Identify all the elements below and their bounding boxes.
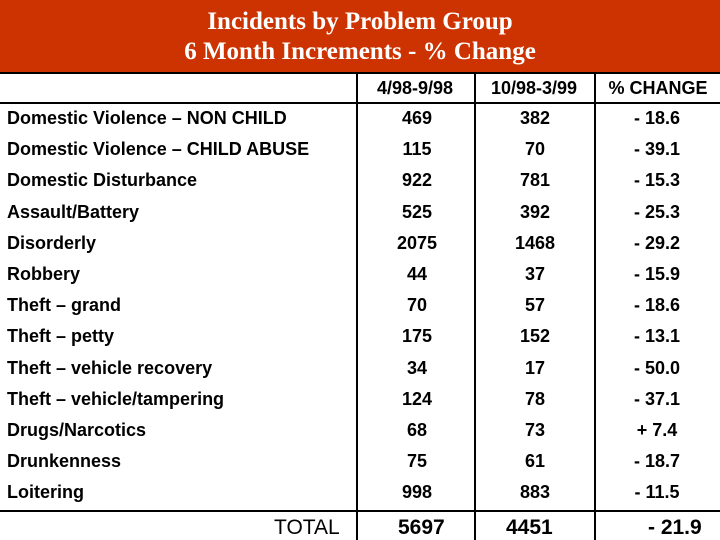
table-row: Loitering 998 883 - 11.5 — [0, 480, 720, 511]
row-period1: 70 — [406, 295, 428, 316]
row-period2: 57 — [524, 295, 546, 316]
row-period1: 34 — [406, 357, 428, 378]
row-period1: 469 — [401, 108, 433, 128]
row-period2: 37 — [524, 264, 546, 284]
row-period2: 152 — [519, 326, 551, 347]
total-label: TOTAL — [274, 516, 340, 539]
column-divider — [474, 72, 476, 540]
row-change: - 39.1 — [633, 139, 681, 160]
title-banner: Incidents by Problem Group 6 Month Incre… — [0, 0, 720, 74]
row-label: Loitering — [7, 482, 84, 503]
row-period2: 883 — [519, 482, 551, 503]
row-change: - 37.1 — [633, 388, 681, 409]
table-row: Disorderly 2075 1468 - 29.2 — [0, 231, 720, 262]
row-change: + 7.4 — [636, 420, 678, 440]
row-label: Domestic Disturbance — [7, 170, 198, 191]
table-row: Domestic Violence – CHILD ABUSE 115 70 - 39… — [0, 137, 720, 168]
total-change: - 21.9 — [648, 516, 702, 539]
page-subtitle: 6 Month Increments - % Change — [184, 38, 536, 65]
table-row: Robbery 44 37 - 15.9 — [0, 262, 720, 293]
row-period1: 2075 — [396, 232, 438, 253]
row-period2: 73 — [524, 420, 546, 440]
row-period2: 70 — [524, 139, 546, 160]
table-row: Theft – vehicle/tampering 124 78 - 37.1 — [0, 387, 720, 418]
row-change: - 18.6 — [633, 108, 681, 128]
table-row: Assault/Battery 525 392 - 25.3 — [0, 200, 720, 231]
row-period2: 781 — [519, 170, 551, 191]
row-period1: 922 — [401, 170, 433, 191]
row-period1: 998 — [401, 482, 433, 503]
header-divider — [0, 102, 720, 104]
row-change: - 11.5 — [634, 482, 680, 503]
row-label: Robbery — [7, 264, 81, 284]
row-period2: 17 — [524, 357, 546, 378]
row-label: Domestic Violence – NON CHILD — [7, 108, 287, 128]
row-period1: 115 — [402, 139, 432, 160]
row-change: - 18.6 — [633, 295, 681, 316]
row-change: - 15.3 — [633, 170, 681, 191]
table-row: Theft – grand 70 57 - 18.6 — [0, 293, 720, 324]
column-header-change: % CHANGE — [608, 78, 708, 98]
incidents-table — [0, 72, 720, 540]
table-row: Domestic Violence – NON CHILD 469 382 - 18.… — [0, 106, 720, 137]
row-label: Drugs/Narcotics — [7, 420, 147, 440]
row-period1: 44 — [406, 264, 428, 284]
column-header-period2: 10/98-3/99 — [490, 78, 578, 98]
table-row: Drugs/Narcotics 68 73 + 7.4 — [0, 418, 720, 449]
total-divider — [0, 510, 720, 512]
column-divider — [356, 72, 358, 540]
row-period1: 75 — [406, 451, 428, 472]
column-divider — [594, 72, 596, 540]
table-row: Theft – petty 175 152 - 13.1 — [0, 324, 720, 355]
row-period1: 124 — [401, 388, 433, 409]
row-label: Theft – petty — [7, 326, 115, 347]
row-label: Theft – grand — [7, 295, 122, 316]
row-change: - 25.3 — [633, 201, 681, 222]
row-label: Disorderly — [7, 232, 97, 253]
row-period1: 525 — [401, 201, 433, 222]
row-label: Drunkenness — [7, 451, 122, 472]
row-period2: 382 — [519, 108, 551, 128]
row-label: Theft – vehicle recovery — [7, 357, 213, 378]
total-period2: 4451 — [506, 516, 553, 539]
page-title: Incidents by Problem Group — [207, 8, 513, 35]
row-change: - 13.1 — [633, 326, 681, 347]
row-label: Assault/Battery — [7, 201, 140, 222]
row-change: - 18.7 — [633, 451, 681, 472]
row-period2: 392 — [519, 201, 551, 222]
row-change: - 50.0 — [633, 357, 681, 378]
table-row: Domestic Disturbance 922 781 - 15.3 — [0, 168, 720, 199]
row-change: - 29.2 — [633, 232, 681, 253]
total-period1: 5697 — [398, 516, 445, 539]
total-row: TOTAL 5697 4451 - 21.9 — [0, 512, 720, 540]
column-header-period1: 4/98-9/98 — [376, 78, 454, 98]
row-period1: 68 — [406, 420, 428, 440]
table-row: Theft – vehicle recovery 34 17 - 50.0 — [0, 356, 720, 387]
row-period2: 78 — [524, 388, 546, 409]
table-row: Drunkenness 75 61 - 18.7 — [0, 449, 720, 480]
row-period2: 1468 — [514, 232, 556, 253]
row-period1: 175 — [401, 326, 433, 347]
row-label: Theft – vehicle/tampering — [7, 388, 225, 409]
row-period2: 61 — [524, 451, 546, 472]
row-label: Domestic Violence – CHILD ABUSE — [7, 139, 310, 160]
row-change: - 15.9 — [633, 264, 681, 284]
